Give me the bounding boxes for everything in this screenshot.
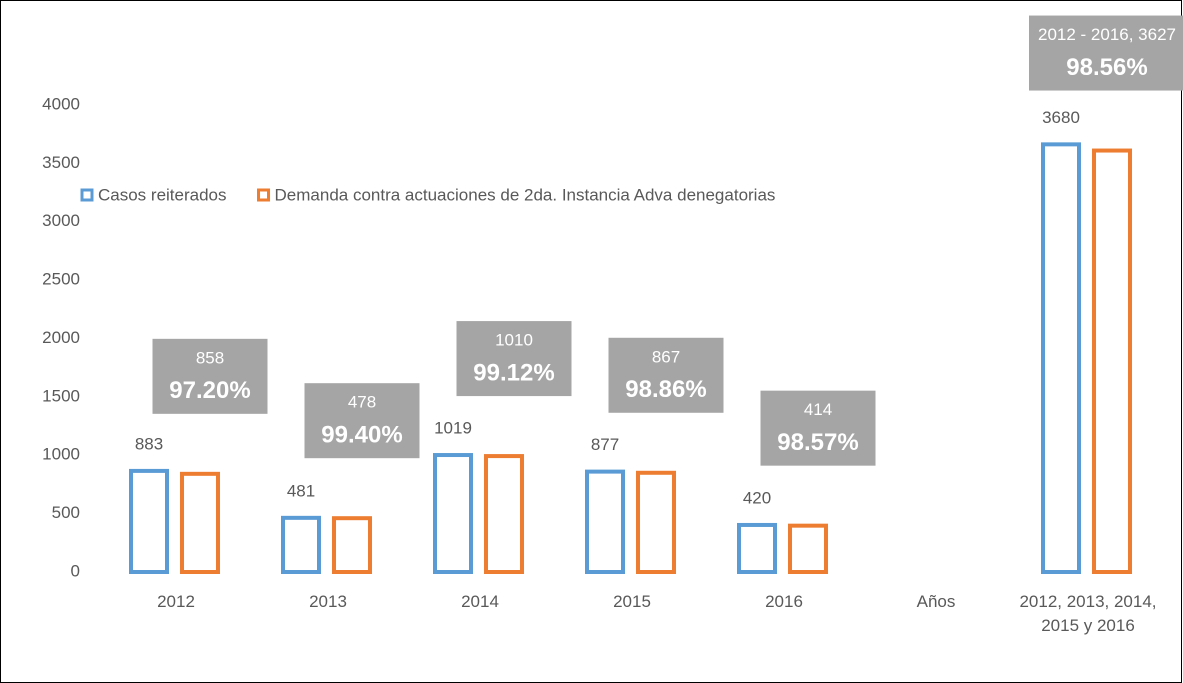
legend-label: Casos reiterados <box>98 185 227 204</box>
data-label-box <box>456 321 572 397</box>
x-tick-label-box: 2012 <box>157 592 195 611</box>
x-tick-label: 2014 <box>461 592 499 611</box>
data-label: 2012 - 2016, 3627 <box>1038 25 1176 44</box>
y-tick-label: 1500 <box>42 386 80 405</box>
x-tick-label-box: 2014 <box>461 592 499 611</box>
data-percent-label: 98.56% <box>1066 54 1147 81</box>
bar <box>332 516 372 574</box>
data-percent-label: 98.57% <box>777 429 858 456</box>
x-tick-label: Años <box>916 592 956 611</box>
data-label: 858 <box>196 348 224 367</box>
data-label: 1010 <box>495 331 533 350</box>
bar <box>1092 148 1132 574</box>
legend-swatch <box>257 188 271 202</box>
data-label: 481 <box>287 481 315 500</box>
data-label: 1019 <box>434 419 472 438</box>
x-tick-label: 2012 <box>157 592 195 611</box>
data-percent-label: 97.20% <box>169 377 250 404</box>
x-tick-label-box: 2012, 2013, 2014, 2015 y 2016 <box>1019 592 1157 635</box>
y-tick-label: 2000 <box>42 328 80 347</box>
data-label-box <box>608 337 724 413</box>
y-tick-label: 500 <box>52 503 80 522</box>
x-tick-label: 2016 <box>765 592 803 611</box>
bar <box>180 471 220 574</box>
x-tick-label: 2013 <box>309 592 347 611</box>
data-label: 3680 <box>1042 108 1080 127</box>
bar <box>788 523 828 575</box>
data-percent-label: 99.12% <box>473 359 554 386</box>
bar <box>636 470 676 574</box>
bar <box>433 453 473 574</box>
data-percent-label: 98.86% <box>625 376 706 403</box>
data-label: 414 <box>804 400 832 419</box>
x-tick-label-box: 2013 <box>309 592 347 611</box>
y-tick-label: 4000 <box>42 94 80 113</box>
data-label: 883 <box>135 434 163 453</box>
data-label: 420 <box>743 488 771 507</box>
data-label-box <box>152 338 268 414</box>
data-label-box <box>760 390 876 466</box>
y-tick-label: 1000 <box>42 445 80 464</box>
x-tick-label-box: 2016 <box>765 592 803 611</box>
bar <box>484 454 524 574</box>
bar <box>281 515 321 575</box>
x-tick-label: 2012, 2013, 2014, 2015 y 2016 <box>1019 592 1157 635</box>
legend-label: Demanda contra actuaciones de 2da. Insta… <box>275 185 776 204</box>
bar <box>1041 142 1081 575</box>
data-label-box <box>304 383 420 459</box>
bar <box>585 469 625 575</box>
x-tick-label: 2015 <box>613 592 651 611</box>
x-tick-label-box: 2015 <box>613 592 651 611</box>
y-tick-label: 3500 <box>42 153 80 172</box>
bar <box>737 522 777 575</box>
data-label: 478 <box>348 393 376 412</box>
data-label: 867 <box>652 347 680 366</box>
bar <box>129 468 169 575</box>
y-tick-label: 0 <box>71 561 80 580</box>
data-percent-label: 99.40% <box>321 422 402 449</box>
legend-swatch <box>80 188 94 202</box>
data-label: 877 <box>591 435 619 454</box>
y-tick-label: 3000 <box>42 211 80 230</box>
y-tick-label: 2500 <box>42 270 80 289</box>
x-tick-label-box: Años <box>916 592 956 611</box>
data-label-box <box>1029 15 1183 91</box>
